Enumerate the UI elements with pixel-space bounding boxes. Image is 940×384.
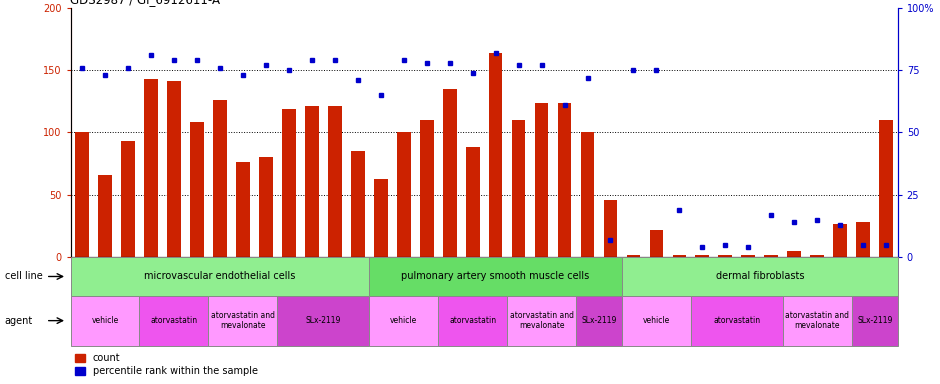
Bar xyxy=(622,257,898,296)
Bar xyxy=(691,296,783,346)
Bar xyxy=(627,255,640,257)
Bar xyxy=(351,151,365,257)
Text: vehicle: vehicle xyxy=(643,316,670,325)
Bar xyxy=(622,296,691,346)
Text: microvascular endothelial cells: microvascular endothelial cells xyxy=(144,271,295,281)
Bar xyxy=(507,296,576,346)
Bar xyxy=(420,120,433,257)
Bar xyxy=(581,132,594,257)
Text: atorvastatin and
mevalonate: atorvastatin and mevalonate xyxy=(785,311,849,330)
Bar xyxy=(650,230,664,257)
Bar xyxy=(190,122,204,257)
Bar xyxy=(672,255,686,257)
Bar xyxy=(139,296,209,346)
Bar xyxy=(144,79,158,257)
Bar xyxy=(209,296,277,346)
Bar xyxy=(121,141,134,257)
Bar xyxy=(557,103,572,257)
Bar xyxy=(369,296,438,346)
Bar xyxy=(374,179,387,257)
Text: atorvastatin and
mevalonate: atorvastatin and mevalonate xyxy=(509,311,573,330)
Bar xyxy=(167,81,180,257)
Text: atorvastatin and
mevalonate: atorvastatin and mevalonate xyxy=(211,311,274,330)
Bar xyxy=(98,175,112,257)
Bar xyxy=(535,103,548,257)
Bar xyxy=(213,100,227,257)
Bar xyxy=(834,223,847,257)
Bar xyxy=(856,222,870,257)
Text: dermal fibroblasts: dermal fibroblasts xyxy=(715,271,804,281)
Bar xyxy=(603,200,618,257)
Bar xyxy=(718,255,732,257)
Text: atorvastatin: atorvastatin xyxy=(449,316,496,325)
Bar xyxy=(70,296,139,346)
Bar xyxy=(511,120,525,257)
Bar xyxy=(788,251,801,257)
Text: agent: agent xyxy=(5,316,33,326)
Legend: count, percentile rank within the sample: count, percentile rank within the sample xyxy=(75,353,258,376)
Bar xyxy=(397,132,411,257)
Bar xyxy=(236,162,250,257)
Text: GDS2987 / GI_6912611-A: GDS2987 / GI_6912611-A xyxy=(70,0,221,7)
Bar xyxy=(258,157,273,257)
Bar xyxy=(879,120,893,257)
Text: SLx-2119: SLx-2119 xyxy=(857,316,892,325)
Text: vehicle: vehicle xyxy=(390,316,417,325)
Bar xyxy=(810,255,824,257)
Bar xyxy=(764,255,778,257)
Text: atorvastatin: atorvastatin xyxy=(713,316,760,325)
Bar xyxy=(277,296,369,346)
Bar xyxy=(369,257,622,296)
Bar xyxy=(465,147,479,257)
Bar xyxy=(576,296,622,346)
Text: pulmonary artery smooth muscle cells: pulmonary artery smooth muscle cells xyxy=(401,271,589,281)
Bar xyxy=(696,255,710,257)
Text: vehicle: vehicle xyxy=(91,316,118,325)
Bar xyxy=(305,106,319,257)
Bar xyxy=(282,109,296,257)
Text: atorvastatin: atorvastatin xyxy=(150,316,197,325)
Bar xyxy=(742,255,755,257)
Text: SLx-2119: SLx-2119 xyxy=(306,316,341,325)
Bar xyxy=(438,296,507,346)
Bar xyxy=(328,106,341,257)
Bar xyxy=(852,296,898,346)
Bar xyxy=(443,89,457,257)
Bar xyxy=(489,53,503,257)
Bar xyxy=(75,132,89,257)
Bar xyxy=(783,296,852,346)
Bar xyxy=(70,257,369,296)
Text: cell line: cell line xyxy=(5,271,42,281)
Text: SLx-2119: SLx-2119 xyxy=(581,316,617,325)
